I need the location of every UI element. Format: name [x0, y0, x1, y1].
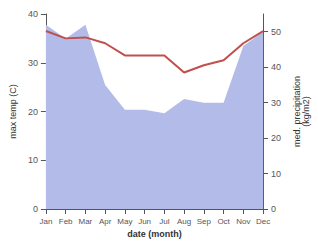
- svg-text:Sep: Sep: [197, 217, 212, 226]
- svg-text:date (month): date (month): [127, 229, 182, 239]
- svg-text:20: 20: [271, 133, 281, 143]
- svg-text:0: 0: [271, 204, 276, 214]
- svg-text:May: May: [117, 217, 132, 226]
- svg-text:(kg/m2): (kg/m2): [301, 96, 311, 127]
- svg-text:50: 50: [271, 27, 281, 37]
- svg-text:Mar: Mar: [79, 217, 93, 226]
- svg-text:30: 30: [28, 58, 38, 68]
- svg-text:Nov: Nov: [236, 217, 250, 226]
- svg-text:30: 30: [271, 98, 281, 108]
- svg-text:Dec: Dec: [256, 217, 270, 226]
- svg-text:Feb: Feb: [59, 217, 73, 226]
- svg-text:med. precipitation: med. precipitation: [291, 76, 302, 147]
- svg-text:0: 0: [33, 204, 38, 214]
- svg-text:40: 40: [271, 62, 281, 72]
- svg-text:10: 10: [28, 155, 38, 165]
- svg-text:20: 20: [28, 107, 38, 117]
- svg-text:Jan: Jan: [39, 217, 52, 226]
- svg-text:Apr: Apr: [99, 217, 112, 226]
- svg-text:Jul: Jul: [159, 217, 169, 226]
- svg-text:Aug: Aug: [177, 217, 191, 226]
- svg-text:40: 40: [28, 9, 38, 19]
- svg-text:max temp (C): max temp (C): [8, 84, 18, 139]
- svg-text:10: 10: [271, 169, 281, 179]
- svg-text:Jun: Jun: [138, 217, 151, 226]
- svg-text:Oct: Oct: [217, 217, 230, 226]
